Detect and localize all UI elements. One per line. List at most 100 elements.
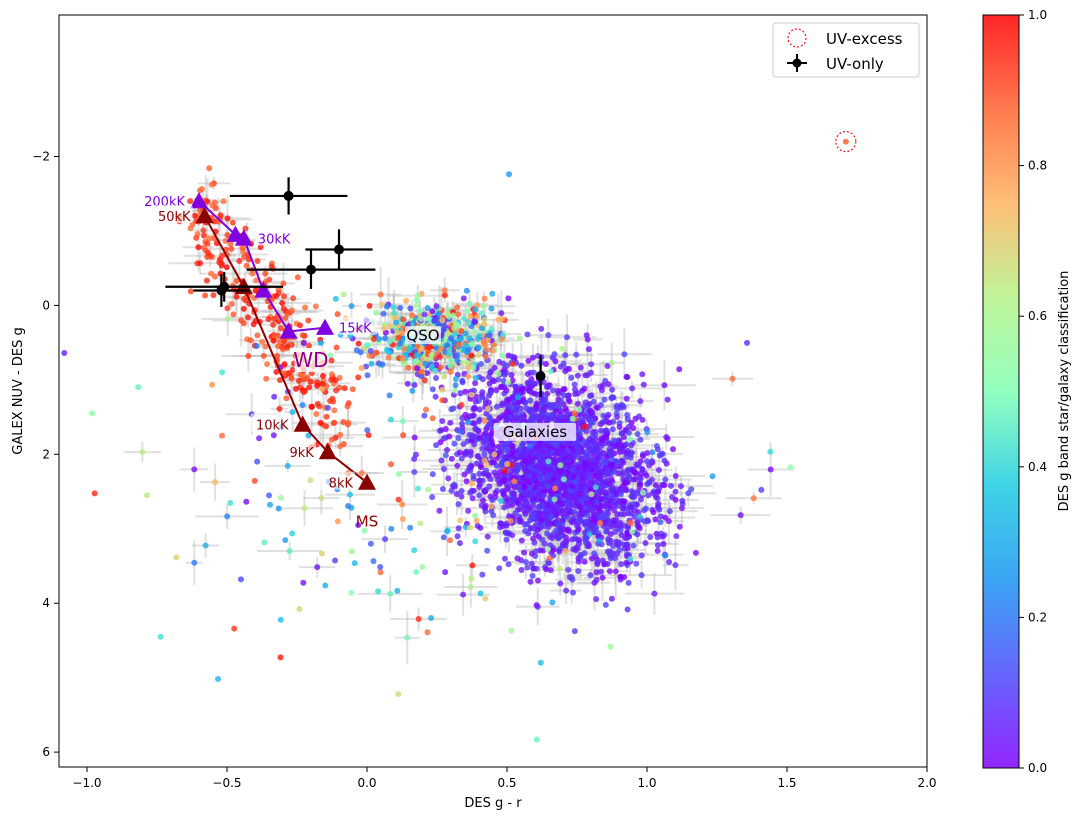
scatter-point (206, 165, 212, 171)
scatter-point (573, 352, 579, 358)
scatter-point (473, 375, 479, 381)
scatter-point (445, 311, 451, 317)
scatter-point (461, 441, 467, 447)
scatter-point (545, 384, 551, 390)
scatter-point (195, 244, 201, 250)
scatter-point (564, 334, 570, 340)
scatter-point (447, 363, 453, 369)
scatter-point (478, 590, 484, 596)
scatter-point (456, 342, 462, 348)
scatter-point (227, 500, 233, 506)
scatter-point (475, 428, 481, 434)
scatter-point (629, 488, 635, 494)
scatter-point (405, 381, 411, 387)
scatter-point (461, 295, 467, 301)
scatter-point (396, 497, 402, 503)
scatter-point (517, 517, 523, 523)
scatter-point (481, 451, 487, 457)
scatter-point (613, 568, 619, 574)
scatter-point (254, 332, 260, 338)
scatter-point (445, 475, 451, 481)
scatter-point (599, 387, 605, 393)
scatter-point (254, 343, 260, 349)
scatter-point (433, 303, 439, 309)
scatter-point (216, 259, 222, 265)
scatter-point (486, 400, 492, 406)
scatter-point (430, 386, 436, 392)
scatter-point (199, 186, 205, 192)
scatter-point (193, 235, 199, 241)
scatter-point (577, 435, 583, 441)
scatter-point (624, 374, 630, 380)
scatter-point (562, 352, 568, 358)
scatter-point (604, 507, 610, 513)
scatter-point (491, 451, 497, 457)
scatter-point (271, 394, 277, 400)
scatter-point (300, 402, 306, 408)
scatter-point (465, 468, 471, 474)
scatter-point (524, 331, 530, 337)
scatter-point (341, 291, 347, 297)
scatter-point (438, 427, 444, 433)
scatter-point (499, 336, 505, 342)
scatter-point (541, 467, 547, 473)
scatter-point (556, 535, 562, 541)
scatter-point (517, 335, 523, 341)
scatter-point (439, 418, 445, 424)
scatter-point (409, 312, 415, 318)
scatter-point (245, 353, 251, 359)
scatter-point (589, 555, 595, 561)
scatter-point (581, 386, 587, 392)
scatter-point (463, 449, 469, 455)
scatter-point (285, 463, 291, 469)
scatter-point (532, 454, 538, 460)
scatter-point (319, 551, 325, 557)
scatter-point (532, 467, 538, 473)
scatter-point (457, 429, 463, 435)
scatter-point (468, 313, 474, 319)
scatter-point (267, 502, 273, 508)
scatter-point (454, 491, 460, 497)
scatter-point (271, 338, 277, 344)
scatter-point (530, 355, 536, 361)
scatter-point (407, 305, 413, 311)
scatter-point (224, 305, 230, 311)
scatter-point (187, 198, 193, 204)
scatter-point (622, 535, 628, 541)
scatter-point (266, 277, 272, 283)
scatter-point (290, 295, 296, 301)
scatter-point (608, 531, 614, 537)
scatter-point (442, 287, 448, 293)
scatter-point (586, 401, 592, 407)
scatter-point (594, 561, 600, 567)
scatter-point (575, 568, 581, 574)
scatter-point (586, 416, 592, 422)
scatter-point (464, 478, 470, 484)
scatter-point (452, 388, 458, 394)
scatter-point (281, 338, 287, 344)
scatter-point (241, 296, 247, 302)
scatter-point (441, 326, 447, 332)
scatter-point (472, 538, 478, 544)
scatter-point (662, 553, 668, 559)
scatter-point (502, 556, 508, 562)
scatter-point (411, 547, 417, 553)
scatter-point (475, 453, 481, 459)
scatter-point (406, 346, 412, 352)
scatter-point (570, 590, 576, 596)
scatter-point (551, 351, 557, 357)
scatter-point (656, 507, 662, 513)
scatter-point (626, 580, 632, 586)
scatter-point (483, 354, 489, 360)
scatter-point (628, 455, 634, 461)
scatter-point (649, 449, 655, 455)
scatter-point (443, 452, 449, 458)
scatter-point (640, 453, 646, 459)
scatter-point (220, 198, 226, 204)
scatter-point (534, 737, 540, 743)
scatter-point (438, 457, 444, 463)
scatter-point (411, 469, 417, 475)
scatter-point (663, 434, 669, 440)
scatter-point (603, 491, 609, 497)
